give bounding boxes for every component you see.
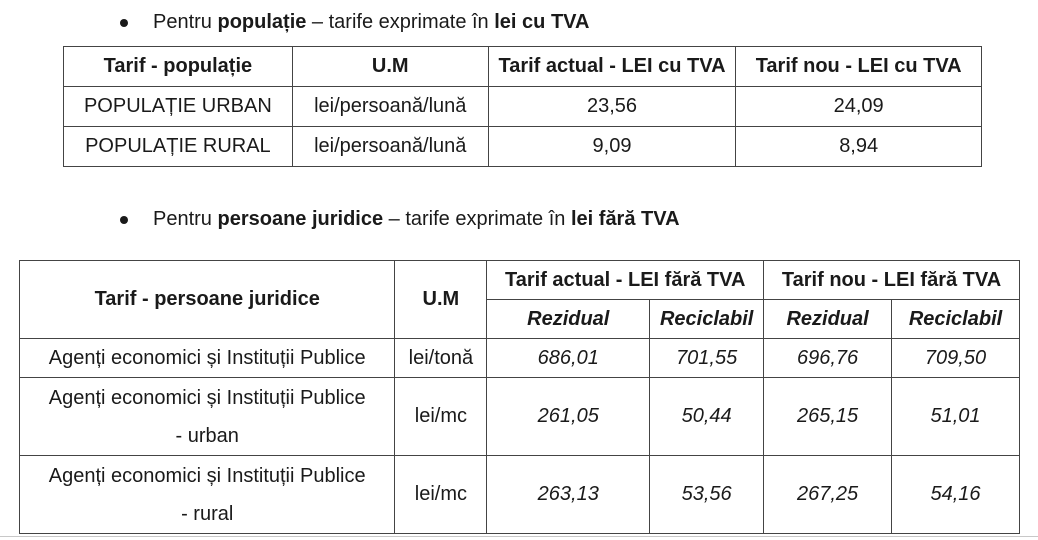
table-cell: 265,15 (763, 377, 893, 456)
page-divider (0, 536, 1038, 537)
bullet-icon (120, 216, 128, 224)
table-cell: lei/persoană/lună (291, 126, 489, 167)
column-subheader: Rezidual (486, 299, 651, 339)
table-row: POPULAȚIE URBAN lei/persoană/lună 23,56 … (63, 86, 982, 127)
table-cell: lei/mc (394, 455, 488, 534)
tariff-table-persoane-juridice: Tarif - persoane juridice U.M Tarif actu… (18, 260, 1020, 534)
table-row: Agenți economici și Instituții Publice - … (18, 455, 1020, 534)
table-header-row: Tarif - populație U.M Tarif actual - LEI… (63, 46, 982, 87)
table-cell: 261,05 (486, 377, 651, 456)
section-heading-persoane-juridice: Pentru persoane juridice – tarife exprim… (153, 208, 680, 230)
table-cell: lei/persoană/lună (291, 86, 489, 127)
column-group-header: Tarif nou - LEI fără TVA (763, 260, 1020, 300)
table-cell: 53,56 (649, 455, 765, 534)
column-header: Tarif - persoane juridice (18, 260, 396, 339)
table-cell: Agenți economici și Instituții Publice (18, 338, 396, 378)
column-group-header: Tarif actual - LEI fără TVA (486, 260, 765, 300)
column-header: U.M (394, 260, 488, 339)
table-cell: lei/tonă (394, 338, 488, 378)
section-heading-populatie: Pentru populație – tarife exprimate în l… (153, 11, 590, 33)
table-cell: 696,76 (763, 338, 893, 378)
table-cell: 701,55 (649, 338, 765, 378)
table-subheader-row: Rezidual Reciclabil Rezidual Reciclabil (20, 299, 1020, 339)
table-row: POPULAȚIE RURAL lei/persoană/lună 9,09 8… (63, 126, 982, 167)
table-row: Agenți economici și Instituții Publice l… (18, 338, 1020, 378)
table-cell: 54,16 (891, 455, 1020, 534)
table-row: Agenți economici și Instituții Publice - … (18, 377, 1020, 456)
table-cell: 9,09 (487, 126, 737, 167)
column-subheader: Reciclabil (891, 299, 1020, 339)
table-cell: Agenți economici și Instituții Publice - … (18, 455, 396, 534)
column-header: Tarif - populație (63, 46, 293, 87)
table-cell: 263,13 (486, 455, 651, 534)
tariff-table-populatie: Tarif - populație U.M Tarif actual - LEI… (63, 46, 982, 167)
table-header-row: Tarif - persoane juridice U.M Tarif actu… (18, 260, 1020, 339)
column-header: Tarif nou - LEI cu TVA (735, 46, 982, 87)
table-cell: 686,01 (486, 338, 651, 378)
column-subheader: Reciclabil (649, 299, 765, 339)
column-header: U.M (291, 46, 489, 87)
column-header: Tarif actual - LEI cu TVA (487, 46, 737, 87)
table-cell: 51,01 (891, 377, 1020, 456)
table-cell: POPULAȚIE URBAN (63, 86, 293, 127)
table-cell: 267,25 (763, 455, 893, 534)
table-cell: 24,09 (735, 86, 982, 127)
table-cell: 709,50 (891, 338, 1020, 378)
table-cell: 8,94 (735, 126, 982, 167)
table-cell: Agenți economici și Instituții Publice - … (18, 377, 396, 456)
table-cell: POPULAȚIE RURAL (63, 126, 293, 167)
table-cell: 23,56 (487, 86, 737, 127)
table-cell: lei/mc (394, 377, 488, 456)
column-subheader: Rezidual (763, 299, 893, 339)
table-cell: 50,44 (649, 377, 765, 456)
bullet-icon (120, 19, 128, 27)
